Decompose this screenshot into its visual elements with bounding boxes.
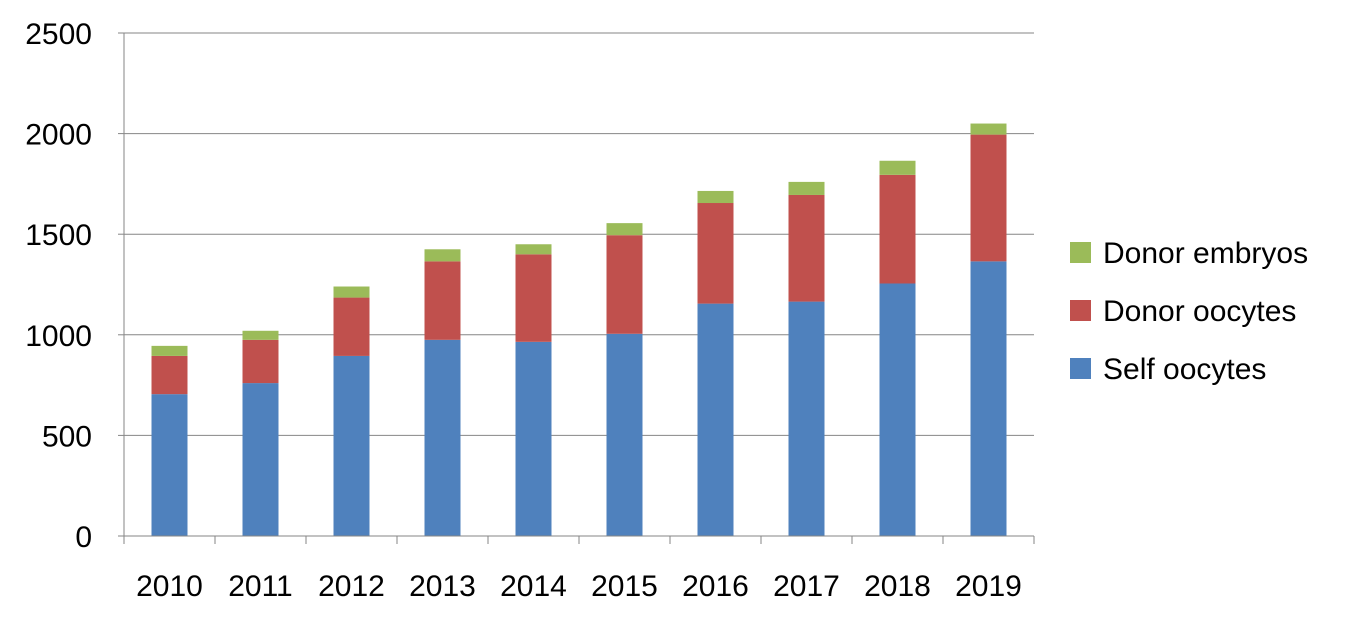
bar-segment-donor-embryos [697, 190, 734, 204]
bar-segment-donor-oocytes [606, 235, 643, 334]
y-tick-label: 1000 [25, 320, 92, 353]
bar-segment-self-oocytes [333, 355, 370, 536]
legend-swatch [1070, 358, 1091, 379]
y-tick-label: 2000 [25, 119, 92, 152]
x-tick-label: 2015 [591, 570, 658, 603]
bar-segment-self-oocytes [788, 301, 825, 536]
y-tick-label: 500 [42, 420, 92, 453]
x-tick-label: 2013 [409, 570, 476, 603]
x-tick-label: 2018 [864, 570, 931, 603]
bar-segment-donor-embryos [970, 123, 1007, 135]
bar-segment-donor-oocytes [424, 261, 461, 340]
bar-segment-donor-oocytes [515, 254, 552, 342]
bar-segment-donor-embryos [242, 330, 279, 340]
bar-segment-donor-embryos [515, 244, 552, 255]
bar-segment-self-oocytes [151, 394, 188, 536]
bar-segment-donor-embryos [151, 345, 188, 356]
legend-label: Donor embryos [1103, 237, 1308, 270]
bar-segment-donor-oocytes [242, 339, 279, 384]
x-tick-label: 2019 [955, 570, 1022, 603]
bar-segment-donor-embryos [788, 181, 825, 195]
bar-segment-donor-embryos [606, 223, 643, 236]
x-tick-label: 2011 [228, 570, 293, 603]
y-tick-label: 1500 [25, 219, 92, 252]
bars [151, 123, 1007, 536]
bar-segment-self-oocytes [424, 339, 461, 536]
legend-label: Self oocytes [1103, 353, 1266, 386]
x-tick-label: 2014 [500, 570, 567, 603]
bar-segment-donor-oocytes [879, 174, 916, 284]
legend-swatch [1070, 242, 1091, 263]
bar-segment-donor-embryos [879, 160, 916, 175]
bar-segment-self-oocytes [515, 341, 552, 536]
bar-segment-donor-embryos [424, 249, 461, 262]
axes [118, 32, 1035, 544]
y-tick-label: 0 [75, 521, 92, 554]
bar-segment-self-oocytes [970, 261, 1007, 536]
x-tick-label: 2017 [773, 570, 840, 603]
bar-segment-donor-oocytes [697, 203, 734, 304]
x-tick-label: 2012 [318, 570, 385, 603]
bar-segment-self-oocytes [697, 303, 734, 536]
legend-label: Donor oocytes [1103, 295, 1296, 328]
bar-segment-donor-oocytes [970, 134, 1007, 262]
x-tick-label: 2016 [682, 570, 749, 603]
y-axis-ticks: 0 500 1000 1500 2000 2500 [25, 18, 92, 554]
bar-segment-donor-oocytes [788, 194, 825, 302]
x-axis-ticks: 2010 2011 2012 2013 2014 2015 2016 2017 2018 2019 [136, 570, 1022, 603]
x-tick-label: 2010 [136, 570, 203, 603]
legend: Donor embryos Donor oocytes Self oocytes [1070, 237, 1308, 386]
bar-segment-donor-embryos [333, 286, 370, 298]
bar-segment-self-oocytes [879, 283, 916, 536]
y-tick-label: 2500 [25, 18, 92, 51]
bar-segment-self-oocytes [606, 333, 643, 536]
bar-segment-self-oocytes [242, 383, 279, 536]
legend-swatch [1070, 300, 1091, 321]
bar-segment-donor-oocytes [333, 297, 370, 356]
bar-segment-donor-oocytes [151, 355, 188, 395]
